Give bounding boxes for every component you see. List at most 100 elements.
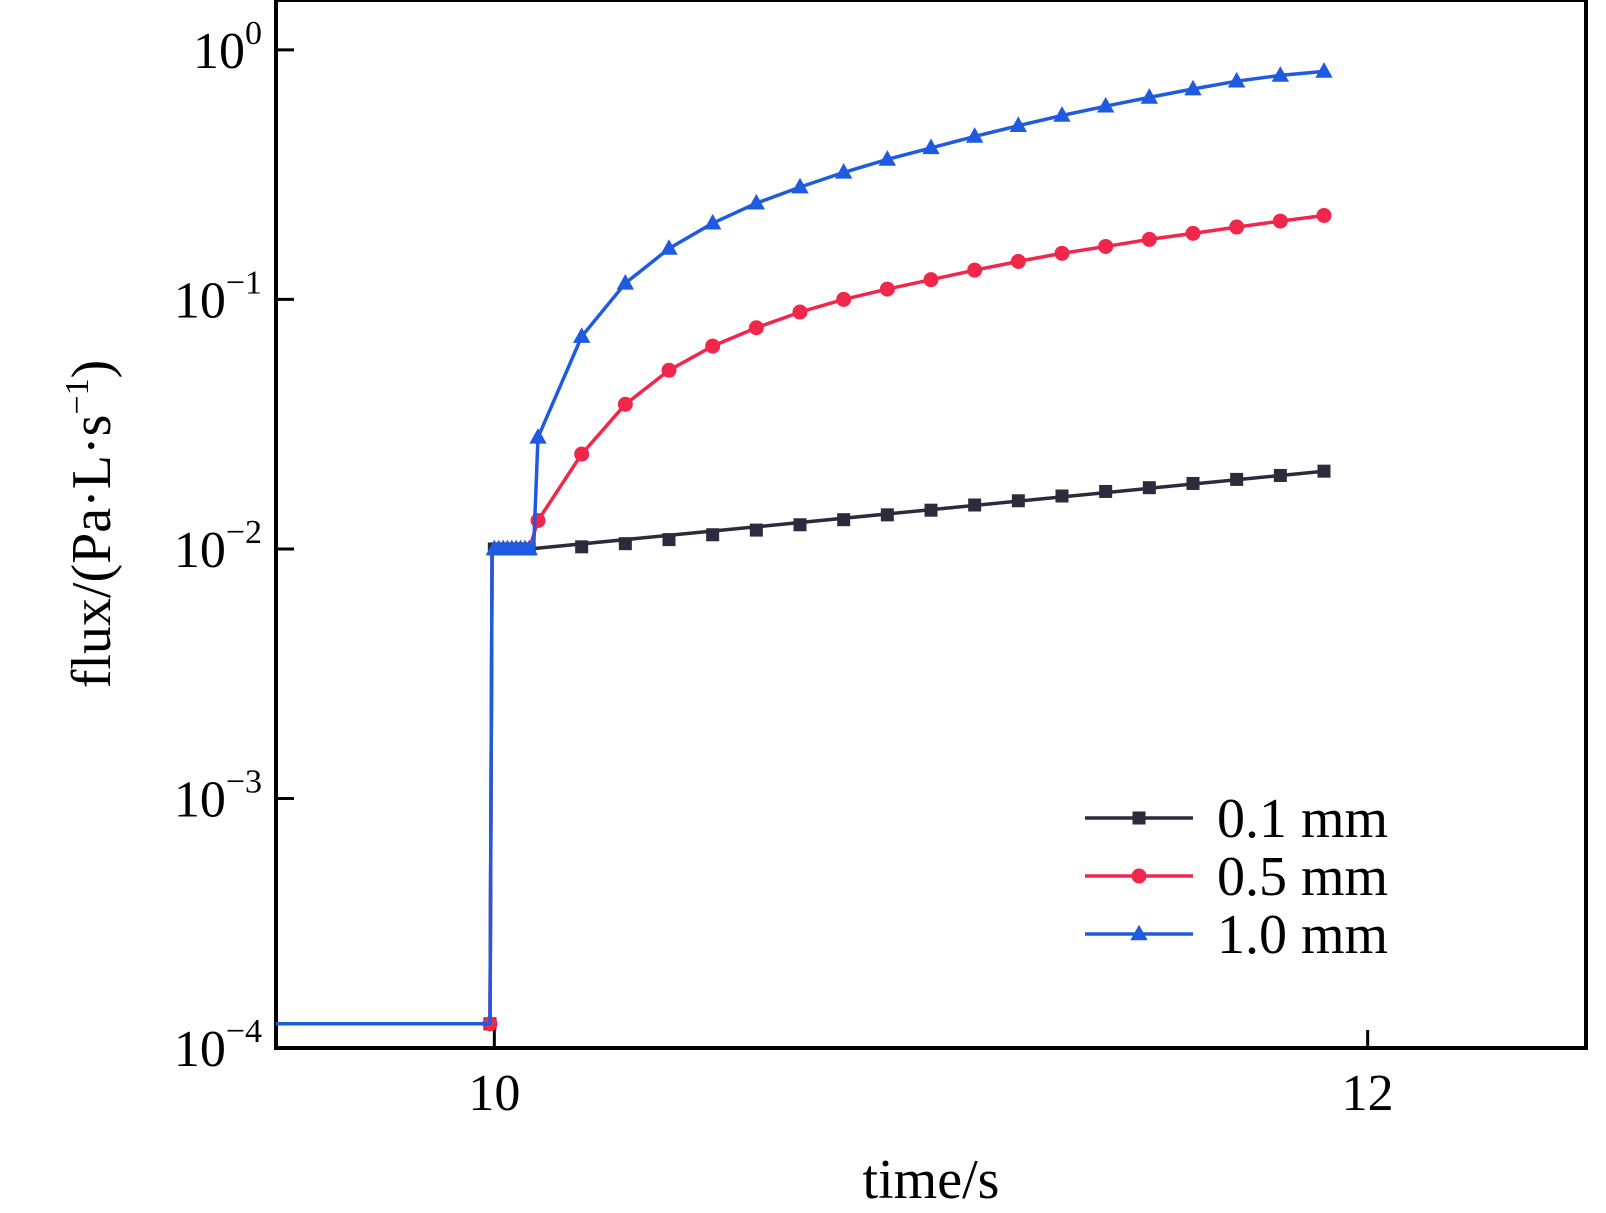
data-point	[1141, 231, 1157, 247]
legend: 0.1 mm0.5 mm1.0 mm	[1085, 788, 1388, 966]
x-tick-label: 10	[468, 1065, 520, 1122]
data-point	[616, 274, 635, 290]
data-point	[968, 498, 982, 512]
data-point	[706, 528, 720, 542]
legend-marker	[1132, 811, 1146, 825]
data-point	[617, 396, 633, 412]
data-point	[1011, 494, 1025, 508]
data-point	[660, 239, 678, 255]
data-point	[967, 262, 983, 278]
x-axis-title: time/s	[863, 1149, 1000, 1211]
data-point	[1227, 71, 1246, 88]
data-point	[1098, 238, 1114, 254]
data-point	[662, 533, 676, 547]
data-point	[792, 304, 808, 320]
data-point	[1271, 66, 1290, 82]
series-line	[276, 69, 1325, 1026]
y-tick-label: 10−3	[174, 763, 262, 828]
data-point	[879, 281, 895, 297]
legend-item: 0.1 mm	[1085, 788, 1388, 850]
data-point	[1185, 225, 1201, 241]
data-point	[1096, 96, 1115, 113]
data-point	[1053, 106, 1071, 122]
data-point	[1229, 219, 1245, 235]
data-point	[1315, 62, 1333, 78]
y-tick-exp: 0	[245, 15, 262, 52]
y-tick-label: 10−4	[174, 1013, 262, 1078]
y-axis-title-base: flux/(Pa·L·s	[61, 415, 123, 689]
data-point	[1140, 88, 1159, 104]
data-point	[1184, 79, 1202, 96]
series-line	[276, 213, 1325, 1026]
y-tick-base: 10	[174, 522, 226, 579]
data-point	[924, 503, 938, 517]
legend-item: 0.5 mm	[1085, 846, 1388, 908]
data-point	[923, 272, 939, 288]
legend-label: 0.5 mm	[1217, 846, 1388, 908]
data-point	[836, 291, 852, 307]
data-point	[705, 338, 721, 354]
data-point	[793, 518, 807, 532]
plot-frame	[274, 0, 1588, 1050]
y-tick-base: 10	[174, 771, 226, 828]
y-tick-label: 10−1	[174, 264, 262, 329]
y-axis-title-exp: −1	[59, 378, 96, 414]
series-1-0-mm	[276, 62, 1333, 1026]
data-point	[1055, 489, 1069, 503]
data-point	[529, 428, 547, 444]
data-point	[530, 513, 546, 529]
y-axis-title: flux/(Pa·L·s−1)	[59, 360, 123, 689]
data-point	[1230, 472, 1244, 486]
data-point	[1009, 116, 1028, 132]
y-tick-base: 10	[174, 272, 226, 329]
data-point	[837, 513, 851, 527]
y-tick-base: 10	[193, 23, 245, 80]
x-tick-label: 12	[1342, 1065, 1394, 1122]
y-tick-exp: −4	[226, 1013, 262, 1050]
series-0-5-mm	[276, 207, 1332, 1032]
data-point	[572, 327, 591, 343]
data-point	[1099, 484, 1113, 498]
data-point	[1010, 253, 1026, 269]
legend-item: 1.0 mm	[1085, 904, 1388, 966]
data-point	[703, 213, 722, 230]
data-point	[1316, 207, 1332, 223]
data-point	[749, 523, 763, 537]
series-0-1-mm	[276, 464, 1331, 1031]
data-point	[1272, 213, 1288, 229]
data-point	[1317, 464, 1331, 478]
legend-marker	[1131, 868, 1147, 884]
data-point	[748, 320, 764, 336]
data-point	[575, 540, 589, 554]
data-point	[791, 177, 809, 194]
legend-label: 0.1 mm	[1217, 788, 1388, 850]
legend-label: 1.0 mm	[1217, 904, 1388, 966]
data-point	[1054, 245, 1070, 261]
y-tick-exp: −2	[226, 514, 262, 551]
data-point	[834, 163, 853, 179]
data-point	[1142, 481, 1156, 495]
series-layer	[276, 62, 1333, 1032]
y-tick-label: 10−2	[174, 514, 262, 579]
data-point	[618, 537, 632, 551]
x-axis-ticks: 10 12	[468, 1030, 1394, 1122]
data-point	[922, 138, 940, 155]
y-tick-label: 100	[193, 15, 262, 80]
series-line	[276, 469, 1325, 1026]
data-point	[880, 508, 894, 522]
data-point	[574, 446, 590, 462]
y-tick-base: 10	[174, 1021, 226, 1078]
y-tick-exp: −1	[226, 264, 262, 301]
data-point	[520, 539, 538, 556]
legend-marker	[1130, 924, 1148, 941]
data-point	[661, 362, 677, 378]
y-axis-title-close: )	[61, 360, 123, 379]
data-point	[747, 193, 766, 210]
data-point	[1186, 476, 1200, 490]
data-point	[1273, 468, 1287, 482]
data-point	[965, 127, 984, 143]
y-tick-exp: −3	[226, 763, 262, 800]
data-point	[878, 150, 897, 166]
